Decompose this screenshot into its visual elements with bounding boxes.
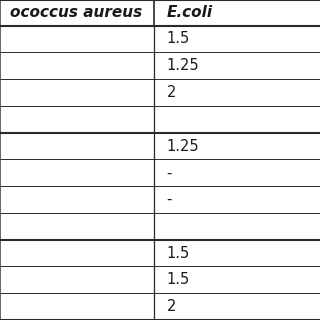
Text: E.coli: E.coli [166,5,212,20]
Text: 1.5: 1.5 [166,245,190,260]
Text: ococcus aureus: ococcus aureus [10,5,142,20]
Text: 2: 2 [166,85,176,100]
Text: 2: 2 [166,299,176,314]
Text: 1.5: 1.5 [166,272,190,287]
Text: 1.25: 1.25 [166,139,199,154]
Text: 1.25: 1.25 [166,58,199,73]
Text: -: - [166,165,172,180]
Text: -: - [166,192,172,207]
Text: 1.5: 1.5 [166,31,190,46]
